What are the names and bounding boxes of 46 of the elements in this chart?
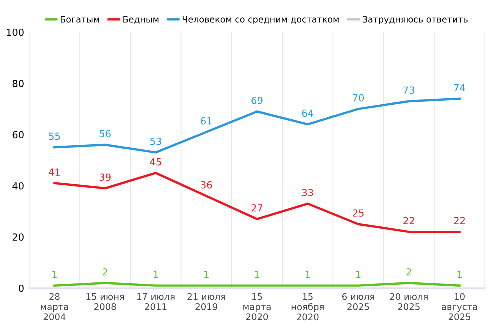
data-label: 1 (356, 271, 361, 278)
y-tick-label: 100 (7, 28, 24, 36)
x-tick-label: 6 июля 2025 (342, 293, 374, 310)
y-tick-label: 60 (12, 131, 24, 139)
y-tick-label: 40 (12, 182, 24, 190)
x-tick-label: 10 августа 2025 (442, 293, 478, 320)
data-label: 33 (302, 189, 314, 196)
legend-label: Человеком со средним достатком (182, 16, 339, 25)
data-label: 2 (102, 268, 108, 276)
data-label: 2 (406, 268, 412, 276)
data-label: 1 (204, 271, 209, 278)
data-label: 41 (49, 168, 60, 176)
data-label: 22 (404, 217, 414, 224)
data-label: 45 (150, 158, 162, 166)
x-tick-label: 20 июля 2025 (390, 293, 428, 310)
legend-label: Бедным (124, 16, 159, 24)
x-tick-label: 21 июля 2019 (188, 293, 226, 310)
legend-label: Затрудняюсь ответить (362, 16, 468, 25)
data-label: 22 (454, 217, 465, 224)
data-label: 1 (458, 271, 462, 278)
data-label: 1 (306, 271, 310, 278)
data-label: 39 (100, 174, 111, 182)
x-tick-label: 15 ноября 2020 (292, 294, 324, 321)
data-label: 73 (404, 86, 415, 94)
data-label: 1 (52, 271, 57, 278)
data-label: 36 (201, 181, 212, 189)
data-label: 1 (154, 271, 158, 278)
data-label: 25 (353, 210, 364, 217)
data-label: 1 (255, 271, 260, 278)
y-tick-label: 0 (18, 284, 24, 292)
x-tick-label: 28 марта 2004 (41, 293, 68, 320)
data-label: 53 (150, 138, 162, 146)
data-label: 56 (100, 130, 111, 138)
data-label: 64 (302, 110, 314, 118)
x-tick-label: 15 марта 2020 (244, 294, 271, 320)
data-label: 27 (252, 204, 263, 212)
legend-label: Богатым (60, 16, 100, 23)
data-label: 55 (49, 132, 60, 140)
x-tick-label: 17 июля 2011 (137, 294, 175, 310)
y-tick-label: 20 (12, 234, 24, 241)
data-label: 61 (201, 117, 212, 125)
data-label: 70 (353, 94, 364, 102)
y-tick-label: 80 (12, 80, 24, 88)
data-label: 69 (252, 96, 263, 104)
data-label: 74 (454, 84, 466, 92)
x-tick-label: 15 июня 2008 (86, 294, 124, 310)
